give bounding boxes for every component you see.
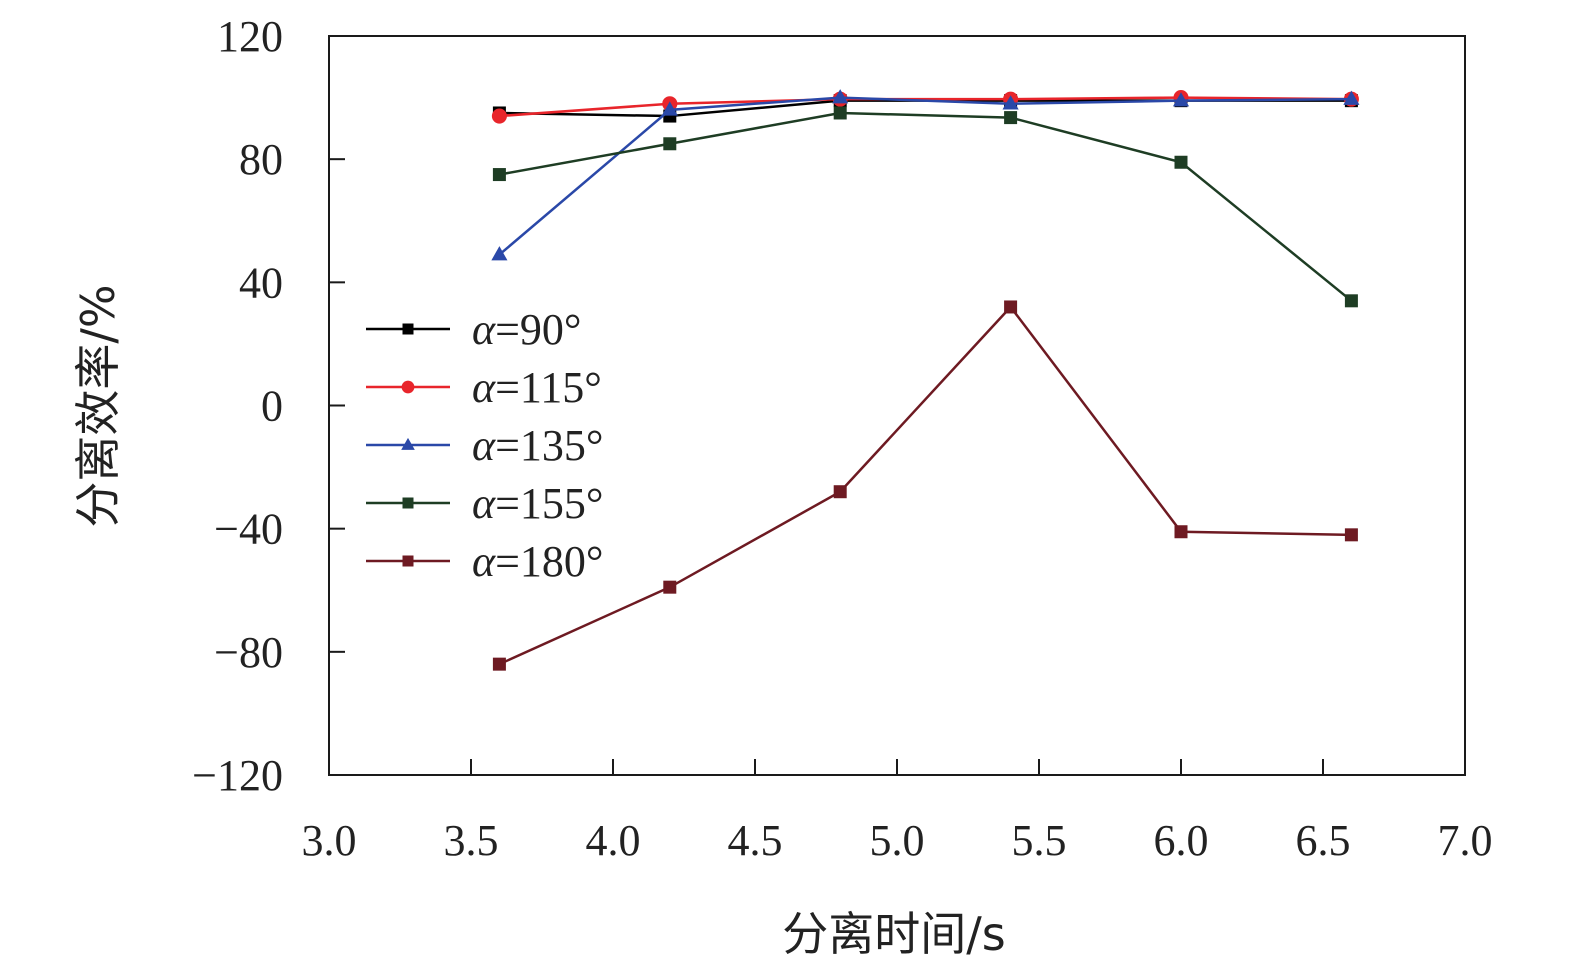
data-point bbox=[663, 580, 677, 594]
series-line bbox=[498, 305, 1352, 666]
data-point bbox=[833, 106, 847, 120]
legend-alpha-symbol: α bbox=[472, 421, 496, 470]
data-point bbox=[492, 657, 506, 671]
data-point bbox=[1002, 95, 1019, 110]
series-2 bbox=[491, 89, 1360, 261]
series-line bbox=[499, 111, 1353, 302]
legend-marker bbox=[401, 437, 415, 450]
legend-entry: α=180° bbox=[366, 537, 604, 586]
x-tick-label: 7.0 bbox=[1438, 816, 1493, 865]
legend-label: α=90° bbox=[472, 305, 582, 354]
legend-marker bbox=[402, 497, 414, 509]
x-axis-title: 分离时间/s bbox=[782, 907, 1005, 961]
data-point bbox=[833, 485, 847, 499]
y-axis-title: 分离效率/% bbox=[71, 284, 125, 527]
y-tick-label: 120 bbox=[217, 12, 283, 61]
data-point bbox=[661, 101, 678, 116]
data-point bbox=[1174, 155, 1188, 169]
x-tick-label: 5.5 bbox=[1012, 816, 1067, 865]
data-point bbox=[1004, 300, 1018, 314]
legend-entry: α=135° bbox=[366, 421, 604, 470]
legend-label: α=115° bbox=[472, 363, 602, 412]
legend-marker bbox=[401, 380, 415, 394]
axes: 3.0 3.5 4.0 4.5 5.0 5.5 6.0 6.5 7.0 −120 −80 −40 0 40… bbox=[192, 12, 1492, 865]
data-point bbox=[1174, 525, 1188, 539]
data-point bbox=[491, 108, 507, 124]
x-tick-label: 6.5 bbox=[1296, 816, 1351, 865]
x-tick-label: 4.0 bbox=[586, 816, 641, 865]
x-tick-label: 4.5 bbox=[728, 816, 783, 865]
data-point bbox=[1172, 92, 1190, 107]
data-point bbox=[1344, 528, 1358, 542]
legend-angle-value: =90° bbox=[495, 305, 581, 354]
x-tick-label: 6.0 bbox=[1154, 816, 1209, 865]
legend-marker bbox=[402, 323, 414, 335]
legend-angle-value: =115° bbox=[495, 363, 602, 412]
y-tick-label: −120 bbox=[192, 751, 283, 800]
data-point bbox=[663, 137, 677, 151]
series-3 bbox=[492, 106, 1358, 308]
series-1 bbox=[491, 90, 1359, 124]
legend-entry: α=115° bbox=[366, 363, 602, 412]
series-line bbox=[499, 99, 1352, 118]
y-tick-label: −40 bbox=[214, 505, 283, 554]
legend-angle-value: =155° bbox=[495, 479, 603, 528]
data-point bbox=[1004, 111, 1018, 125]
legend-label: α=155° bbox=[472, 479, 604, 528]
x-tick-label: 3.5 bbox=[444, 816, 499, 865]
legend-alpha-symbol: α bbox=[472, 537, 496, 586]
y-tick-label: 0 bbox=[261, 382, 283, 431]
data-point bbox=[492, 168, 506, 182]
legend: α=90°α=115°α=135°α=155°α=180° bbox=[366, 305, 604, 586]
plot-series bbox=[491, 89, 1360, 671]
legend-angle-value: =180° bbox=[495, 537, 603, 586]
x-tick-label: 5.0 bbox=[870, 816, 925, 865]
series-line bbox=[498, 96, 1352, 256]
data-point bbox=[832, 89, 849, 104]
data-point bbox=[1344, 294, 1358, 308]
legend-entry: α=155° bbox=[366, 479, 604, 528]
series-4 bbox=[492, 300, 1358, 671]
x-tick-label: 3.0 bbox=[302, 816, 357, 865]
y-tick-label: 40 bbox=[239, 258, 283, 307]
data-point bbox=[1343, 90, 1360, 105]
legend-entry: α=90° bbox=[366, 305, 582, 354]
series-line bbox=[499, 96, 1352, 118]
legend-angle-value: =135° bbox=[495, 421, 603, 470]
data-point bbox=[491, 246, 508, 261]
legend-alpha-symbol: α bbox=[472, 305, 496, 354]
legend-label: α=135° bbox=[472, 421, 604, 470]
legend-alpha-symbol: α bbox=[472, 479, 496, 528]
legend-marker bbox=[402, 555, 414, 567]
legend-label: α=180° bbox=[472, 537, 604, 586]
y-tick-label: 80 bbox=[239, 135, 283, 184]
y-tick-label: −80 bbox=[214, 628, 283, 677]
legend-alpha-symbol: α bbox=[472, 363, 496, 412]
